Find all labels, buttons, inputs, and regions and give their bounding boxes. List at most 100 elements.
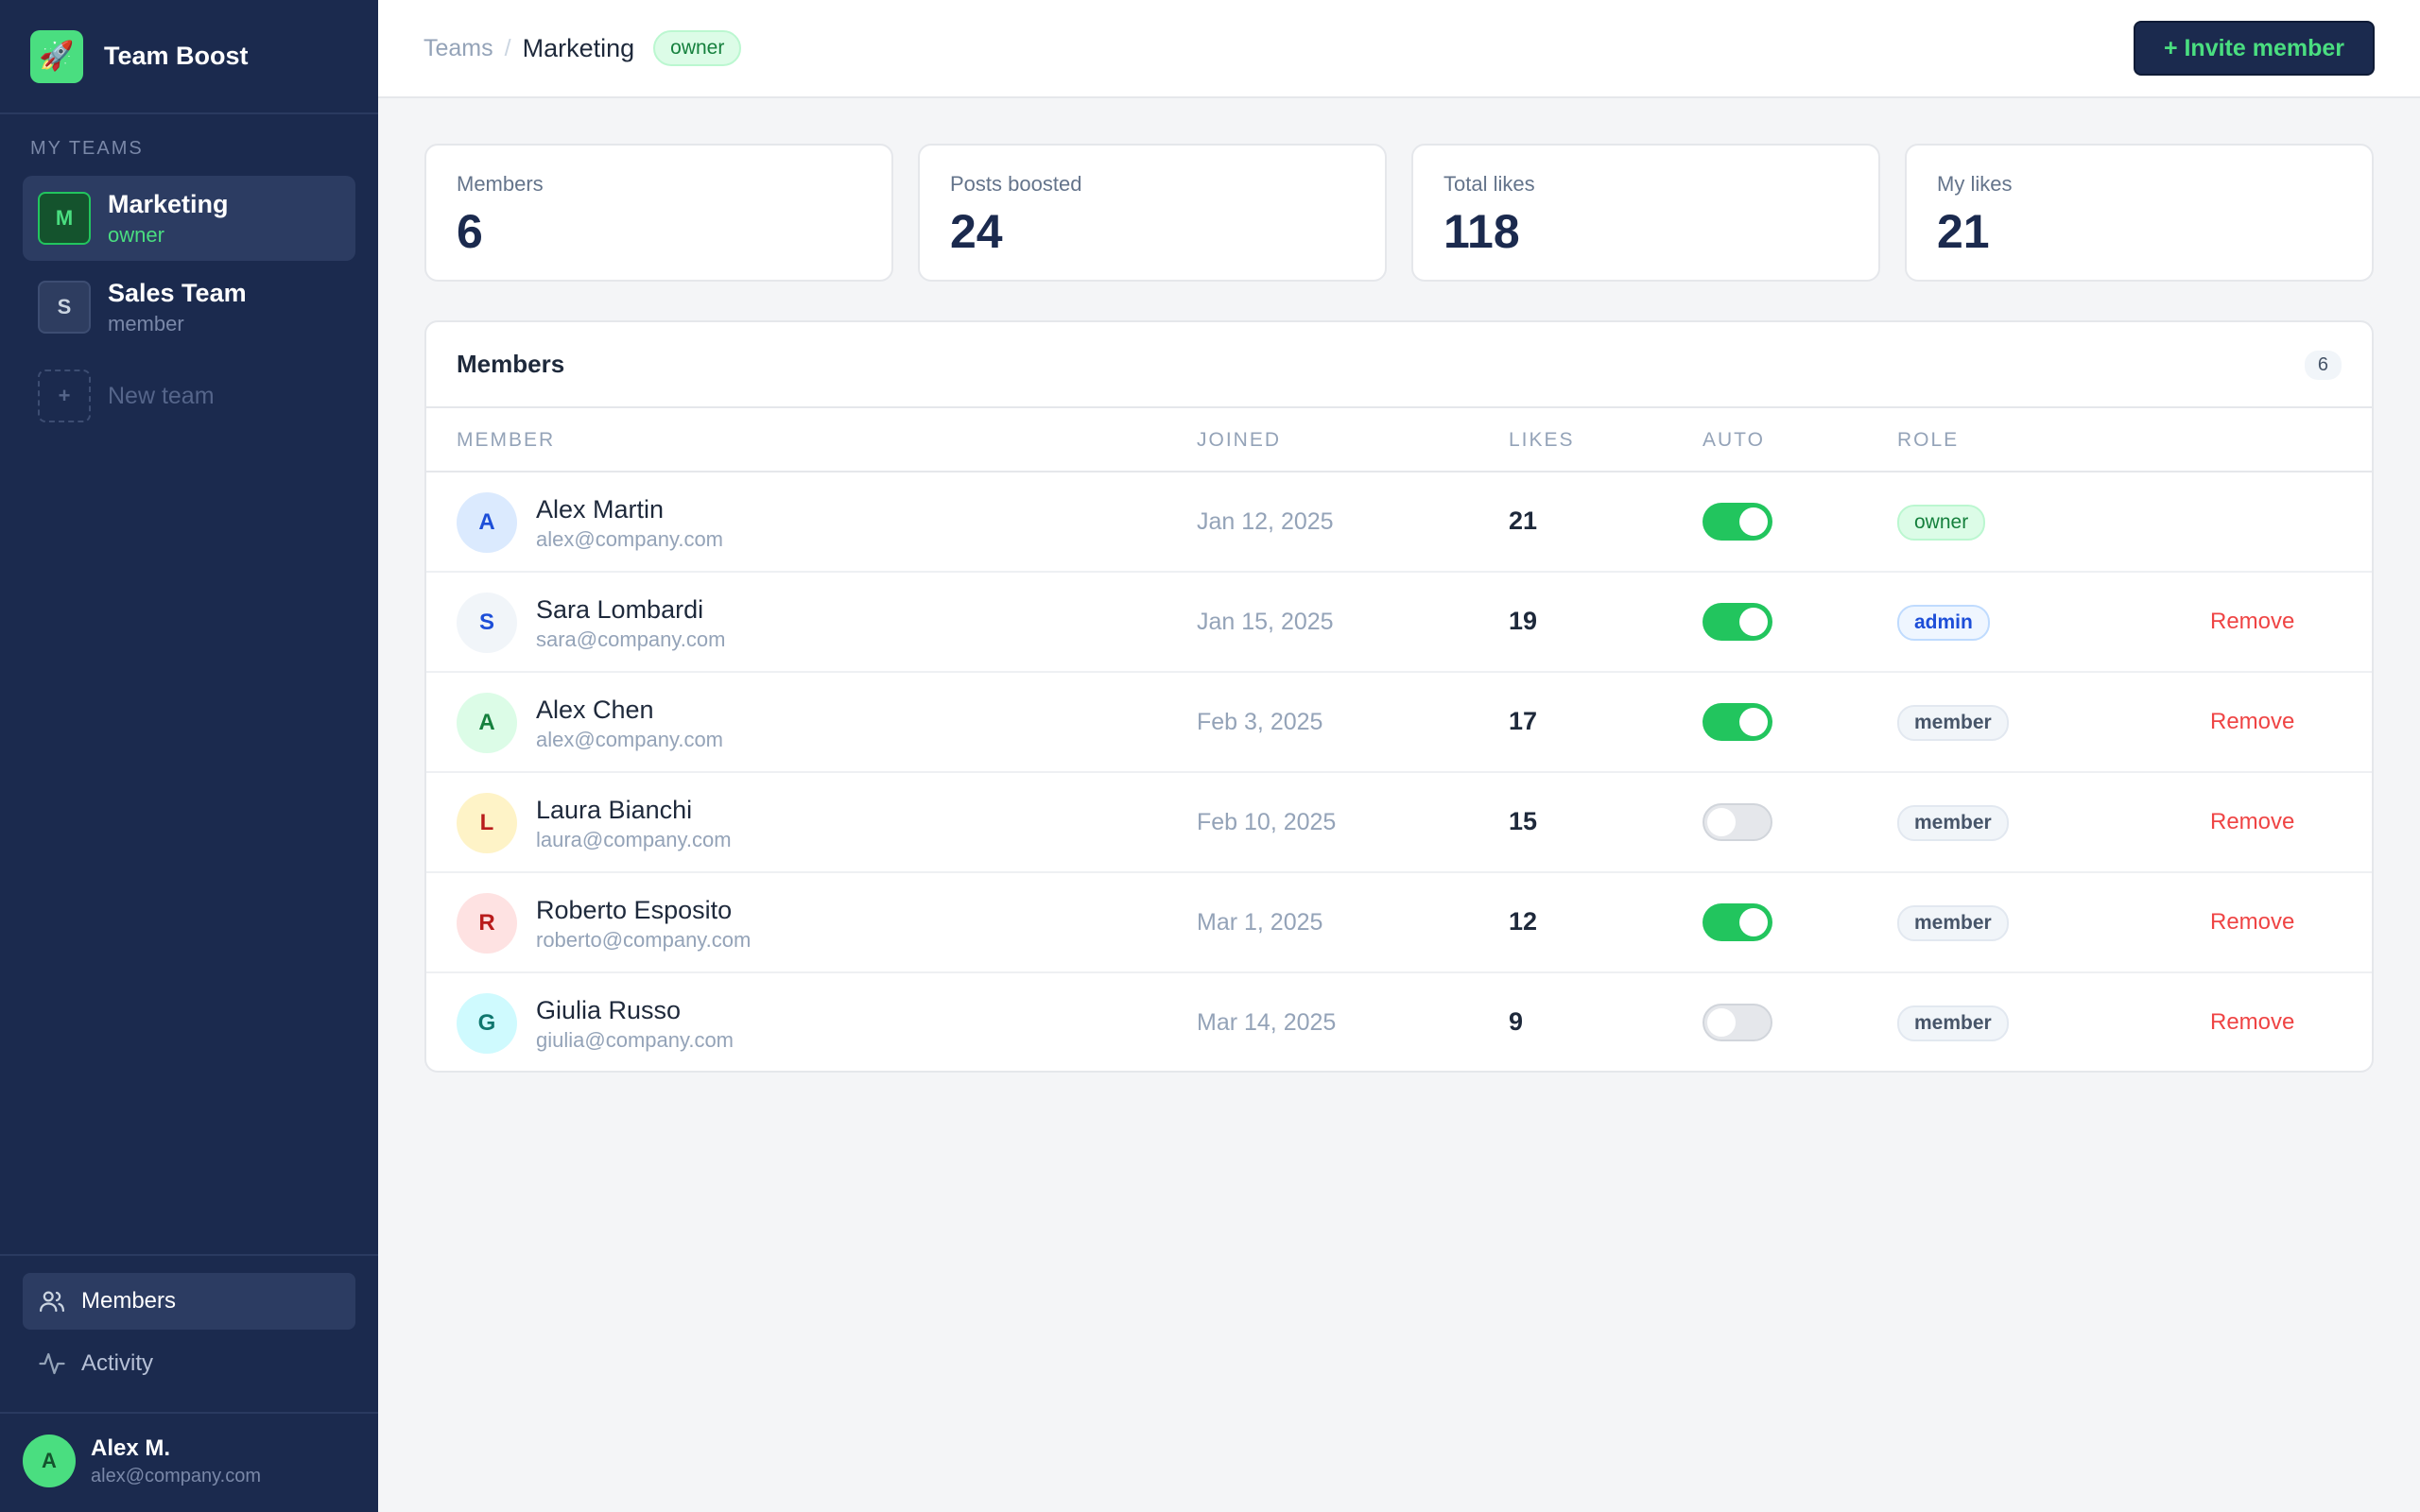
member-count-badge: 6 [2304, 351, 2342, 380]
table-row: A Alex Martin alex@company.com Jan 12, 2025… [426, 472, 2372, 573]
sidebar-team-sales[interactable]: S Sales Team member [23, 265, 355, 350]
auto-boost-toggle[interactable] [1703, 503, 1772, 541]
member-name: Alex Martin [536, 495, 665, 524]
breadcrumb-separator: / [504, 34, 511, 61]
members-panel: Members 6 MEMBER JOINED LIKES AUTO ROLE … [424, 320, 2374, 1073]
team-role: member [108, 311, 184, 335]
stat-label: Posts boosted [950, 172, 1082, 196]
stats-row: Members 6 Posts boosted 24 Total likes 1… [424, 144, 2374, 282]
avatar: A [457, 693, 517, 753]
nav-label: Members [81, 1288, 177, 1314]
stat-value: 24 [950, 205, 1003, 258]
joined-date: Feb 10, 2025 [1197, 809, 1337, 835]
panel-title: Members [457, 350, 565, 378]
auto-boost-toggle[interactable] [1703, 903, 1772, 941]
column-header-likes: LIKES [1509, 429, 1575, 451]
column-header-member: MEMBER [457, 429, 556, 451]
stat-card-members: Members 6 [424, 144, 893, 282]
user-profile[interactable]: A Alex M. alex@company.com [23, 1435, 261, 1487]
new-team-button[interactable]: + New team [23, 353, 355, 438]
toggle-knob [1739, 507, 1768, 536]
sidebar: 🚀 Team Boost MY TEAMS M Marketing owner … [0, 0, 378, 1512]
role-badge[interactable]: member [1897, 1005, 2009, 1041]
table-header: MEMBER JOINED LIKES AUTO ROLE [426, 408, 2372, 472]
avatar: A [457, 492, 517, 553]
member-email: roberto@company.com [536, 928, 752, 952]
joined-date: Mar 1, 2025 [1197, 909, 1323, 936]
avatar: A [23, 1435, 76, 1487]
remove-member-button[interactable]: Remove [2210, 809, 2295, 834]
role-badge[interactable]: member [1897, 805, 2009, 841]
stat-label: Total likes [1443, 172, 1535, 196]
stat-card-my-likes: My likes 21 [1905, 144, 2374, 282]
role-badge[interactable]: member [1897, 705, 2009, 741]
member-email: sara@company.com [536, 627, 726, 651]
remove-member-button[interactable]: Remove [2210, 609, 2295, 634]
team-name: Marketing [108, 189, 229, 218]
remove-member-button[interactable]: Remove [2210, 909, 2295, 935]
stat-label: Members [457, 172, 544, 196]
member-email: alex@company.com [536, 527, 723, 551]
team-role: owner [108, 222, 164, 247]
users-icon [40, 1291, 64, 1313]
joined-date: Feb 3, 2025 [1197, 709, 1323, 735]
remove-member-button[interactable]: Remove [2210, 1009, 2295, 1035]
toggle-knob [1739, 908, 1768, 936]
stat-value: 21 [1937, 205, 1990, 258]
team-avatar: S [38, 281, 91, 334]
stat-value: 6 [457, 205, 483, 258]
column-header-auto: AUTO [1703, 429, 1765, 451]
remove-member-button[interactable]: Remove [2210, 709, 2295, 734]
member-email: alex@company.com [536, 728, 723, 751]
members-table-body: A Alex Martin alex@company.com Jan 12, 2025… [426, 472, 2372, 1071]
user-name: Alex M. [91, 1435, 171, 1461]
members-panel-header: Members 6 [426, 322, 2372, 408]
nav-item-members[interactable]: Members [23, 1273, 355, 1330]
sidebar-team-marketing[interactable]: M Marketing owner [23, 176, 355, 261]
brand[interactable]: 🚀 Team Boost [0, 0, 378, 114]
toggle-knob [1739, 708, 1768, 736]
divider [0, 1412, 378, 1414]
likes-count: 12 [1509, 907, 1538, 936]
member-email: laura@company.com [536, 828, 732, 851]
likes-count: 17 [1509, 707, 1538, 735]
plus-icon: + [38, 369, 91, 422]
auto-boost-toggle[interactable] [1703, 1004, 1772, 1041]
stat-card-total-likes: Total likes 118 [1411, 144, 1880, 282]
likes-count: 19 [1509, 607, 1538, 635]
breadcrumb-current: Marketing [522, 33, 635, 62]
stat-card-posts-boosted: Posts boosted 24 [918, 144, 1387, 282]
nav-item-activity[interactable]: Activity [23, 1335, 355, 1392]
auto-boost-toggle[interactable] [1703, 703, 1772, 741]
joined-date: Jan 12, 2025 [1197, 508, 1334, 535]
top-bar: Teams / Marketing owner + Invite member [378, 0, 2420, 98]
column-header-joined: JOINED [1197, 429, 1282, 451]
divider [0, 1254, 378, 1256]
my-teams-label: MY TEAMS [30, 138, 144, 159]
role-badge[interactable]: admin [1897, 605, 1990, 641]
new-team-label: New team [108, 382, 215, 409]
member-name: Giulia Russo [536, 996, 682, 1024]
member-name: Laura Bianchi [536, 796, 693, 824]
team-name: Sales Team [108, 278, 247, 307]
activity-icon [39, 1352, 65, 1375]
joined-date: Mar 14, 2025 [1197, 1009, 1337, 1036]
stat-value: 118 [1443, 205, 1520, 258]
auto-boost-toggle[interactable] [1703, 603, 1772, 641]
invite-member-button[interactable]: + Invite member [2133, 21, 2375, 76]
role-badge[interactable]: member [1897, 905, 2009, 941]
toggle-knob [1739, 608, 1768, 636]
toggle-knob [1707, 1008, 1736, 1037]
stat-label: My likes [1937, 172, 2013, 196]
breadcrumb-teams[interactable]: Teams [424, 34, 493, 61]
avatar: L [457, 793, 517, 853]
member-name: Alex Chen [536, 696, 654, 724]
avatar: R [457, 893, 517, 954]
table-row: R Roberto Esposito roberto@company.com Mar … [426, 873, 2372, 973]
auto-boost-toggle[interactable] [1703, 803, 1772, 841]
user-email: alex@company.com [91, 1465, 261, 1486]
table-row: L Laura Bianchi laura@company.com Feb 10, 2… [426, 773, 2372, 873]
role-badge[interactable]: owner [1897, 505, 1986, 541]
likes-count: 21 [1509, 507, 1538, 535]
rocket-icon: 🚀 [30, 29, 83, 83]
